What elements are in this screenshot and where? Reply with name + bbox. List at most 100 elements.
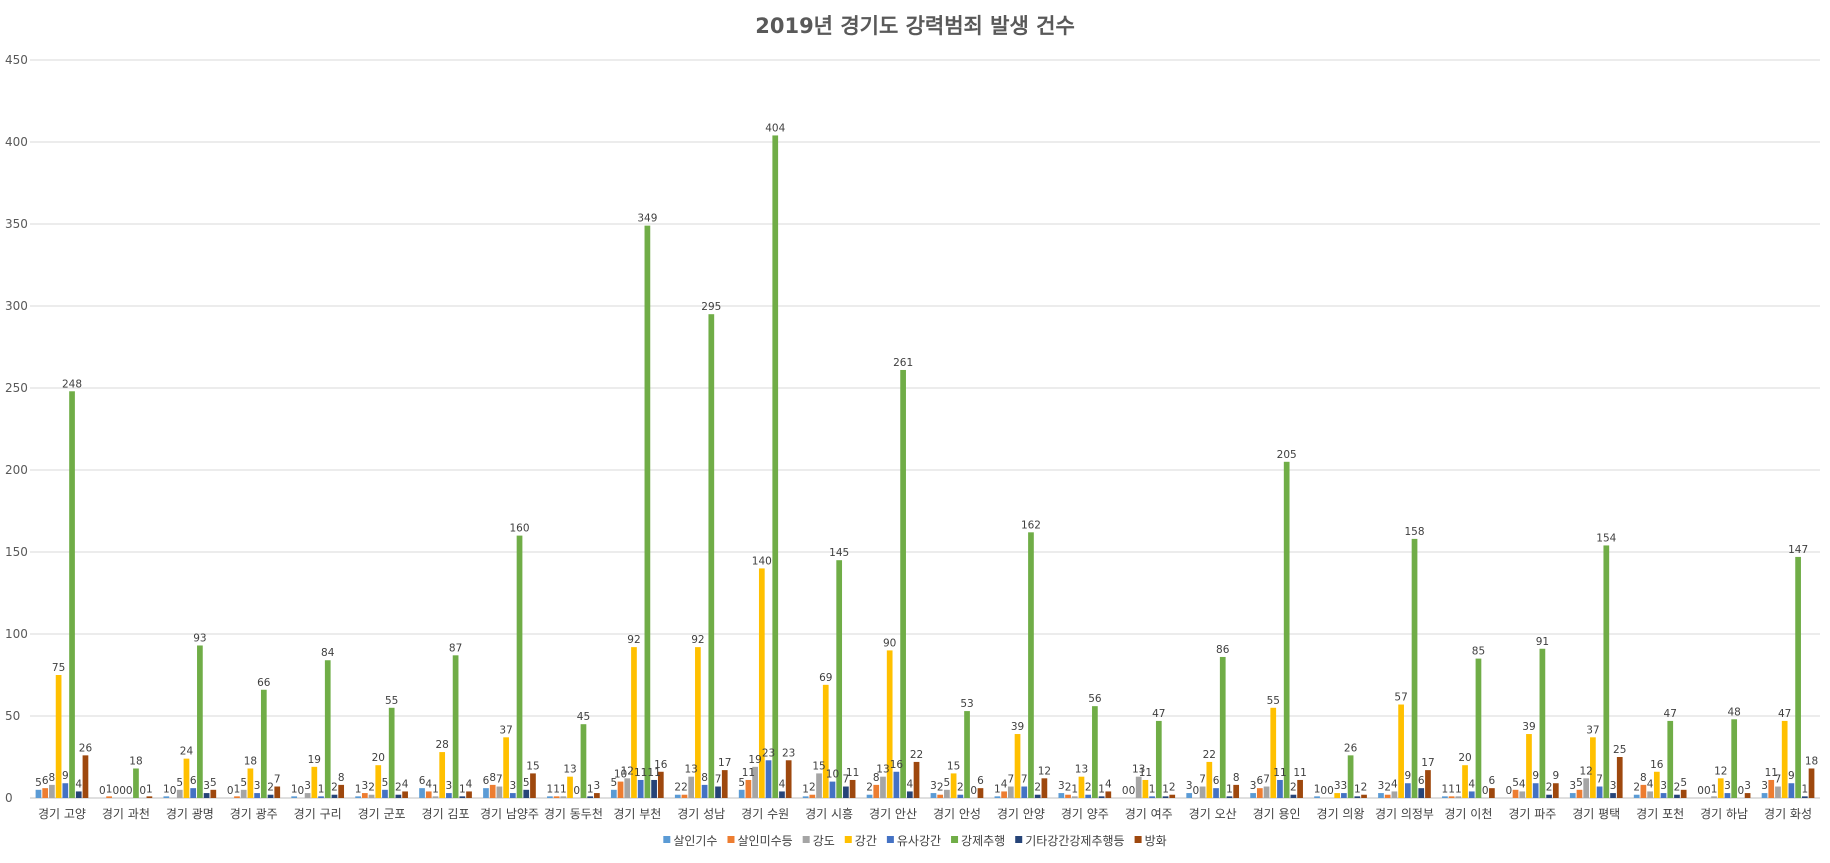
data-label: 6 (42, 775, 49, 787)
bar (69, 391, 75, 798)
data-label: 4 (906, 778, 913, 790)
bar (913, 761, 920, 798)
data-label: 4 (466, 778, 473, 790)
data-label: 20 (372, 752, 385, 764)
bar (1539, 648, 1546, 798)
legend-label: 방화 (1145, 834, 1167, 848)
data-label: 17 (718, 757, 731, 769)
data-label: 2 (937, 782, 944, 794)
bar (701, 784, 708, 798)
bar (62, 783, 69, 798)
data-label: 0 (1704, 785, 1711, 797)
data-label: 1 (163, 783, 170, 795)
data-label: 3 (1610, 780, 1617, 792)
data-label: 0 (1327, 785, 1334, 797)
bar (809, 794, 816, 798)
data-label: 140 (752, 555, 772, 567)
bar (210, 789, 217, 798)
bar (509, 793, 516, 798)
data-label: 5 (210, 777, 217, 789)
bar (1775, 786, 1781, 798)
data-label: 8 (1640, 772, 1647, 784)
data-label: 2 (866, 782, 873, 794)
bar (772, 135, 779, 798)
legend-label: 살인미수등 (737, 834, 792, 848)
data-label: 45 (577, 711, 590, 723)
bar (721, 770, 728, 798)
data-label: 39 (1011, 721, 1024, 733)
bar (203, 793, 210, 798)
data-label: 22 (910, 749, 923, 761)
legend-swatch (663, 836, 671, 843)
legend: 살인기수 살인미수등 강도 강간 유사강간 강제추행 기타강간강제추행등 방화 (663, 833, 1167, 848)
bar (254, 793, 260, 798)
data-label: 53 (960, 698, 973, 710)
x-tick-label: 경기 오산 (1189, 807, 1237, 821)
bar (466, 791, 472, 798)
bar (382, 789, 388, 798)
chart-title: 2019년 경기도 강력범죄 발생 건수 (755, 14, 1075, 38)
bar (1590, 737, 1596, 798)
bar (957, 794, 964, 798)
bar (1526, 734, 1532, 798)
data-label: 91 (1536, 636, 1549, 648)
data-label: 11 (1139, 767, 1152, 779)
bar (483, 788, 489, 798)
data-label: 0 (970, 785, 977, 797)
bar (1354, 796, 1361, 798)
data-label: 47 (1778, 708, 1791, 720)
data-label: 1 (459, 783, 466, 795)
bar (274, 786, 281, 798)
data-label: 5 (176, 777, 183, 789)
data-label: 158 (1405, 526, 1425, 538)
bar (1219, 656, 1226, 798)
data-label: 3 (1724, 780, 1731, 792)
data-label: 10 (614, 769, 627, 781)
x-tick-label: 경기 부천 (613, 806, 661, 821)
bar (1425, 770, 1431, 798)
bar (516, 535, 523, 798)
data-label: 5 (523, 777, 530, 789)
bar (190, 788, 197, 798)
y-tick-label: 0 (5, 791, 13, 805)
bar (1021, 786, 1028, 798)
bar (75, 791, 82, 798)
bar (758, 568, 765, 798)
bar (446, 793, 452, 798)
bar (900, 369, 906, 798)
data-label: 13 (876, 764, 889, 776)
data-label: 1 (1071, 783, 1078, 795)
grid-lines (30, 59, 1820, 799)
data-label: 90 (883, 637, 896, 649)
bar (587, 796, 594, 798)
data-label: 3 (1378, 780, 1385, 792)
data-label: 19 (308, 754, 321, 766)
bar (35, 789, 42, 798)
x-tick-label: 경기 하남 (1700, 807, 1748, 821)
bar (439, 752, 446, 798)
data-label: 1 (560, 783, 567, 795)
bar (785, 760, 792, 798)
data-label: 7 (715, 774, 722, 786)
legend-item: 강간 (844, 834, 877, 848)
bar (1489, 788, 1495, 798)
data-label: 160 (510, 523, 530, 535)
bar (1391, 791, 1398, 798)
bar (82, 755, 89, 798)
bar (1014, 734, 1021, 798)
bar (1660, 793, 1667, 798)
bar (1583, 778, 1590, 798)
bar (1277, 779, 1283, 798)
x-tick-label: 경기 광주 (230, 807, 278, 821)
data-label: 11 (742, 767, 755, 779)
bar (1334, 793, 1341, 798)
bar (425, 791, 432, 798)
bar (1808, 768, 1815, 798)
data-label: 15 (812, 760, 825, 772)
legend-swatch (886, 836, 894, 843)
legend-swatch (951, 836, 959, 843)
data-label: 0 (126, 785, 133, 797)
bar (836, 560, 843, 798)
data-label: 1 (146, 783, 153, 795)
data-label: 3 (594, 780, 601, 792)
